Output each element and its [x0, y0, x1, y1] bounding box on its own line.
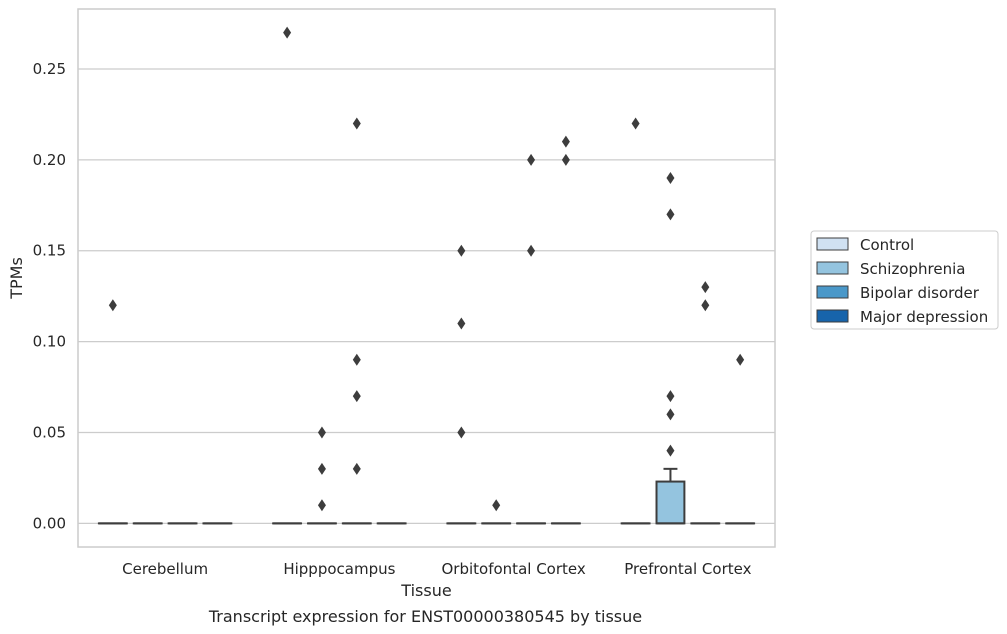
outlier-point [352, 462, 361, 475]
legend-frame [810, 230, 999, 330]
outlier-point [666, 172, 675, 185]
legend: Control Schizophrenia Bipolar disorder Majo… [810, 230, 999, 330]
x-tick-label: Cerebellum [122, 560, 208, 578]
legend-swatch [816, 285, 849, 299]
chart-caption: Transcript expression for ENST0000038054… [208, 607, 642, 626]
outlier-points [108, 26, 745, 512]
box-series [97, 467, 756, 525]
y-tick-label: 0.15 [33, 242, 66, 260]
legend-swatch [816, 309, 849, 323]
y-tick-label: 0.05 [33, 423, 66, 441]
y-tick-label: 0.25 [33, 60, 66, 78]
outlier-point [492, 499, 501, 512]
outlier-point [527, 244, 536, 257]
legend-label: Major depression [860, 308, 988, 326]
y-tick-label: 0.00 [33, 514, 66, 532]
outlier-point [631, 117, 640, 130]
outlier-point [701, 299, 710, 312]
y-axis-label: TPMs [7, 257, 26, 300]
legend-label: Schizophrenia [860, 260, 965, 278]
x-tick-label: Orbitofontal Cortex [442, 560, 586, 578]
outlier-point [317, 499, 326, 512]
box-body [655, 480, 686, 525]
outlier-point [666, 208, 675, 221]
y-axis-ticks: 0.00 0.05 0.10 0.15 0.20 0.25 [33, 60, 66, 532]
outlier-point [666, 444, 675, 457]
outlier-point [561, 153, 570, 166]
outlier-point [666, 390, 675, 403]
outlier-point [108, 299, 117, 312]
outlier-point [457, 317, 466, 330]
outlier-point [736, 353, 745, 366]
x-axis-label: Tissue [400, 581, 451, 600]
legend-swatch [816, 261, 849, 275]
x-axis-ticks: Cerebellum Hipppocampus Orbitofontal Corte… [122, 560, 751, 578]
plot-area-frame [77, 8, 776, 548]
box-group [655, 467, 686, 525]
legend-swatch [816, 237, 849, 251]
outlier-point [457, 244, 466, 257]
outlier-point [352, 353, 361, 366]
outlier-point [701, 281, 710, 294]
outlier-point [457, 426, 466, 439]
outlier-point [561, 135, 570, 148]
x-tick-label: Prefrontal Cortex [624, 560, 751, 578]
outlier-point [352, 390, 361, 403]
outlier-point [283, 26, 292, 39]
legend-label: Control [860, 236, 914, 254]
outlier-point [527, 153, 536, 166]
x-tick-label: Hipppocampus [283, 560, 395, 578]
outlier-point [352, 117, 361, 130]
outlier-point [666, 408, 675, 421]
y-tick-label: 0.20 [33, 151, 66, 169]
outlier-point [317, 462, 326, 475]
outlier-point [317, 426, 326, 439]
y-tick-label: 0.10 [33, 333, 66, 351]
legend-label: Bipolar disorder [860, 284, 980, 302]
